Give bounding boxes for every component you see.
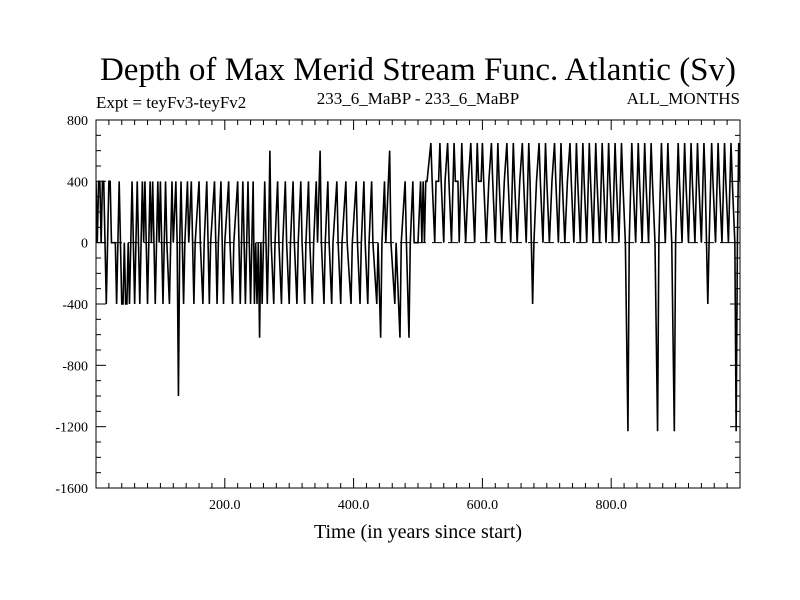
x-tick-label: 200.0 [209, 498, 241, 513]
y-tick-label: 800 [67, 114, 88, 129]
axes: 800 400 0 -400 -800 -1200 -1600 200.0 400.0 600.0… [55, 114, 741, 513]
chart-title: Depth of Max Merid Stream Func. Atlantic… [100, 52, 736, 88]
chart-subtitle-center: 233_6_MaBP - 233_6_MaBP [317, 89, 519, 108]
chart-subtitle-left: Expt = teyFv3-teyFv2 [96, 93, 246, 112]
x-tick-label: 600.0 [467, 498, 499, 513]
y-tick-label: 400 [67, 175, 88, 190]
x-tick-label: 400.0 [338, 498, 370, 513]
plot-area [96, 142, 740, 432]
x-tick-label: 800.0 [595, 498, 627, 513]
y-tick-label: 0 [81, 237, 88, 252]
chart-subtitle-right: ALL_MONTHS [627, 89, 740, 108]
y-tick-label: -400 [62, 298, 88, 313]
y-tick-label: -1600 [55, 482, 88, 497]
y-tick-label: -800 [62, 359, 88, 374]
y-tick-label: -1200 [55, 421, 88, 436]
series-line-0 [96, 142, 740, 432]
x-axis-label: Time (in years since start) [314, 521, 522, 543]
